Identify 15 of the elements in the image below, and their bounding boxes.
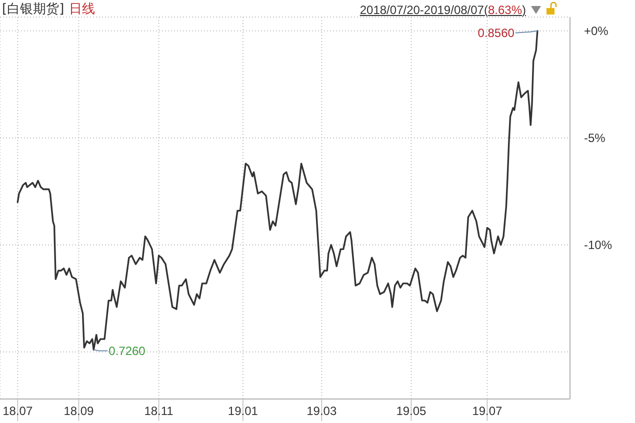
x-tick-label: 18.07: [2, 404, 33, 418]
x-tick-label: 18.09: [64, 404, 94, 418]
text: 2018/07/20-2019/08/07(8.63%): [360, 3, 526, 17]
x-tick-label: 19.05: [396, 404, 427, 418]
x-tick-label: 18.11: [144, 404, 174, 418]
x-tick-label: 19.01: [228, 404, 258, 418]
x-tick-label: 19.03: [306, 404, 337, 418]
y-tick-label: -5%: [584, 130, 606, 145]
y-tick-label: -10%: [584, 238, 612, 252]
annotation: 0.8560: [478, 26, 515, 40]
x-tick-label: 19.07: [472, 404, 503, 418]
chart-title: [白银期货]: [2, 2, 64, 17]
y-tick-label: +0%: [584, 24, 609, 38]
chart-subtitle: 日线: [69, 2, 96, 17]
annotation: 0.7260: [108, 344, 146, 358]
